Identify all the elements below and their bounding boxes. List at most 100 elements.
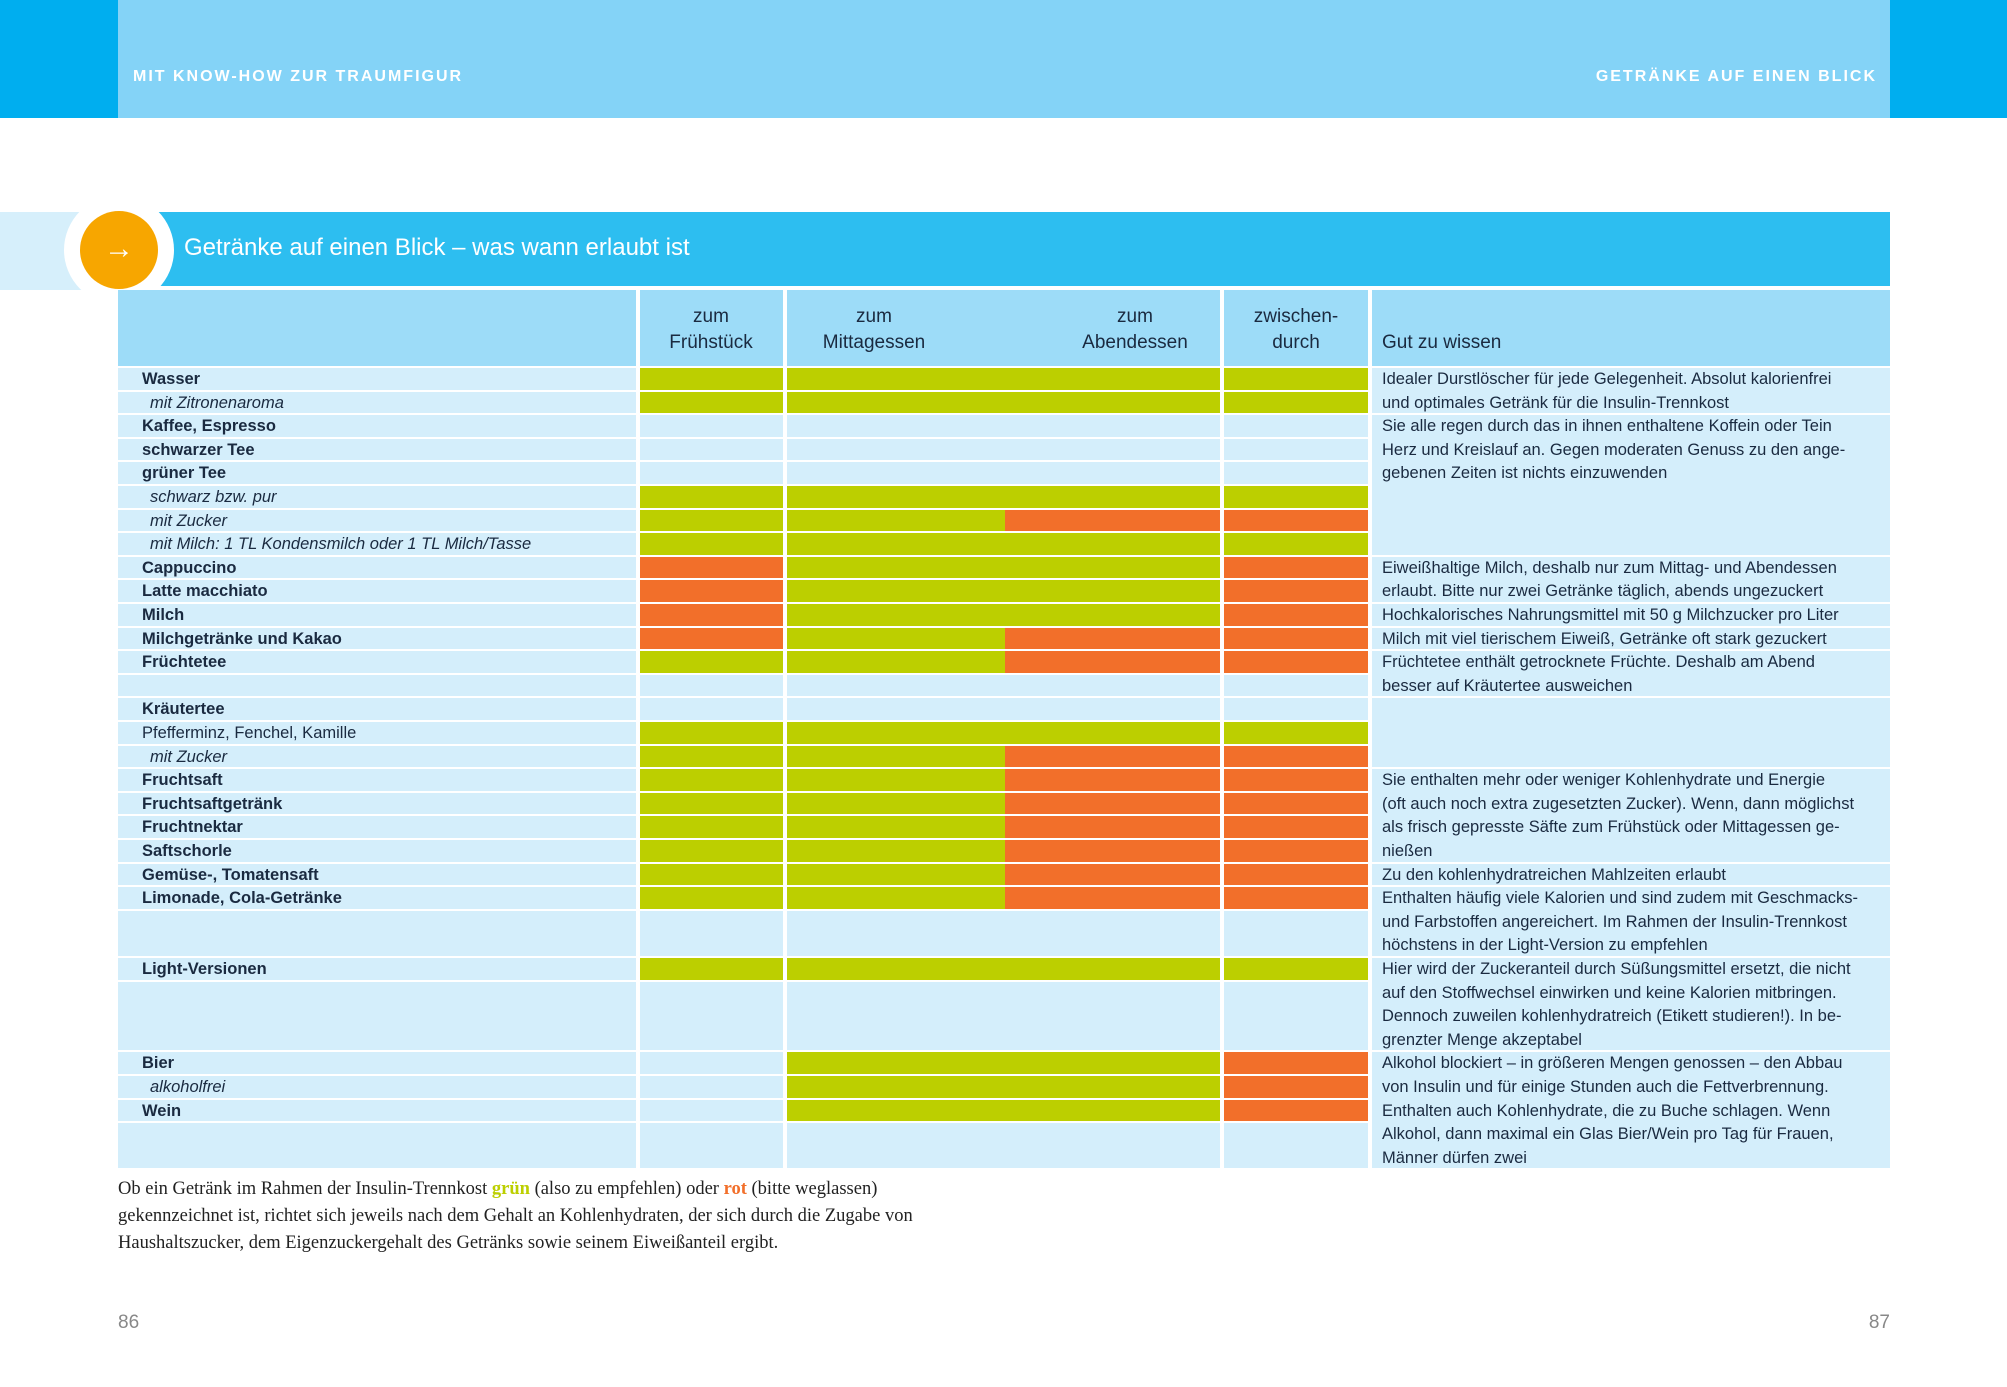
rating-cell — [1224, 1052, 1368, 1074]
label-cell — [118, 415, 636, 437]
row-label: mit Zucker — [150, 511, 228, 530]
row-label: Milch — [142, 606, 185, 624]
rating-cell — [1005, 462, 1220, 484]
row-label: Früchtetee — [142, 653, 227, 672]
note-text: Hochkalorisches Nahrungsmittel mit 50 g … — [1382, 606, 1839, 624]
row-label: Kräutertee — [142, 700, 225, 719]
note-text: höchstens in der Light-Version zu empfeh… — [1382, 936, 1708, 955]
footnote-text: (bitte weglassen) gekennzeichnet ist, ri… — [118, 1179, 913, 1253]
note-text: Enthalten auch Kohlenhydrate, die zu Buc… — [1382, 1101, 1831, 1120]
rating-cell — [1005, 627, 1220, 650]
note-text: Früchtetee enthält getrocknete Früchte. … — [1382, 653, 1815, 672]
note-cell — [1372, 556, 1890, 602]
rating-cell — [1224, 958, 1368, 980]
rating-cell — [1224, 438, 1368, 461]
label-cell — [118, 391, 636, 414]
row-label: Latte macchiato — [142, 582, 268, 601]
footnote-text: Ob ein Getränk im Rahmen der Insulin-Tre… — [118, 1179, 492, 1199]
note-text: Dennoch zuweilen kohlenhydratreich (Etik… — [1382, 1007, 1842, 1026]
note-cell — [1372, 863, 1890, 886]
cell-blank — [1224, 674, 1368, 697]
label-cell — [118, 958, 636, 980]
rating-cell — [1005, 391, 1220, 414]
rating-cell — [1005, 722, 1220, 744]
cell-blank — [1005, 1123, 1220, 1169]
rating-cell — [787, 887, 1005, 909]
header-right: GETRÄNKE AUF EINEN BLICK — [1595, 68, 1877, 85]
row-label: Wasser — [142, 370, 201, 388]
row-label: Gemüse-, Tomatensaft — [142, 865, 319, 884]
rating-cell — [1224, 533, 1368, 555]
rating-cell — [1224, 462, 1368, 484]
rating-cell — [1005, 368, 1220, 390]
rating-cell — [640, 368, 783, 390]
cell-blank — [787, 981, 1005, 1051]
rating-cell — [1005, 863, 1220, 886]
rating-cell — [787, 958, 1005, 980]
label-cell — [118, 509, 636, 532]
label-cell — [118, 651, 636, 673]
rating-cell — [640, 604, 783, 626]
rating-cell — [640, 1099, 783, 1122]
rating-cell — [1005, 509, 1220, 532]
label-cell — [118, 627, 636, 650]
row-label: schwarz bzw. pur — [150, 488, 277, 506]
note-cell — [1372, 604, 1890, 626]
label-cell — [118, 438, 636, 461]
rating-cell — [1005, 580, 1220, 602]
row-label: Light-Versionen — [142, 960, 267, 978]
rating-cell — [640, 438, 783, 461]
rating-cell — [1224, 556, 1368, 579]
note-text: Herz und Kreislauf an. Gegen moderaten G… — [1382, 440, 1846, 459]
cell-blank — [640, 981, 783, 1051]
rating-cell — [640, 816, 783, 838]
row-label: Limonade, Cola-Getränke — [142, 889, 342, 908]
cell-blank — [1005, 981, 1220, 1051]
rating-cell — [640, 887, 783, 909]
note-text: und optimales Getränk für die Insulin-Tr… — [1382, 393, 1729, 412]
rating-cell — [640, 769, 783, 791]
rating-cell — [1005, 1052, 1220, 1074]
label-cell — [118, 1052, 636, 1074]
cell-blank — [1005, 910, 1220, 956]
rating-cell — [1005, 438, 1220, 461]
note-text: Alkohol blockiert – in größeren Mengen g… — [1382, 1054, 1843, 1073]
note-text: besser auf Kräutertee ausweichen — [1382, 676, 1633, 695]
note-text: Milch mit viel tierischem Eiweiß, Geträn… — [1382, 629, 1827, 648]
label-cell — [118, 698, 636, 720]
rating-cell — [1224, 651, 1368, 673]
rating-cell — [640, 863, 783, 886]
row-label: Kaffee, Espresso — [142, 417, 276, 436]
column-header: durch — [1272, 332, 1320, 353]
rating-cell — [640, 840, 783, 862]
rating-cell — [640, 415, 783, 437]
cell-blank — [118, 674, 636, 697]
rating-cell — [1224, 887, 1368, 909]
column-header: Mittagessen — [822, 332, 926, 353]
rating-cell — [1005, 1076, 1220, 1098]
note-text: Sie alle regen durch das in ihnen enthal… — [1382, 417, 1832, 436]
label-cell — [118, 840, 636, 862]
cell-blank — [787, 910, 1005, 956]
rating-cell — [1005, 769, 1220, 791]
column-header: Gut zu wissen — [1382, 332, 1502, 353]
rating-cell — [787, 556, 1005, 579]
note-text: Zu den kohlenhydratreichen Mahlzeiten er… — [1382, 865, 1726, 884]
note-text: auf den Stoffwechsel einwirken und keine… — [1382, 983, 1837, 1002]
rating-cell — [1224, 368, 1368, 390]
rating-cell — [1224, 863, 1368, 886]
rating-cell — [787, 509, 1005, 532]
cell-blank — [787, 1123, 1005, 1169]
rating-cell — [787, 722, 1005, 744]
rating-cell — [1224, 792, 1368, 815]
header-side — [0, 0, 118, 118]
column-header: zum — [693, 306, 729, 327]
rating-cell — [1224, 604, 1368, 626]
note-text: erlaubt. Bitte nur zwei Getränke täglich… — [1382, 582, 1824, 601]
rating-cell — [1224, 816, 1368, 838]
rating-cell — [1005, 415, 1220, 437]
rating-cell — [787, 1052, 1005, 1074]
rating-cell — [640, 958, 783, 980]
label-cell — [118, 722, 636, 744]
